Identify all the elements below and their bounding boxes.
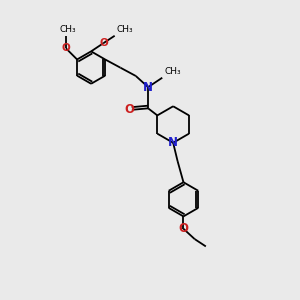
Text: O: O (99, 38, 108, 48)
Text: CH₃: CH₃ (116, 25, 133, 34)
Text: O: O (61, 43, 70, 53)
Text: CH₃: CH₃ (59, 25, 76, 34)
Text: N: N (168, 136, 178, 149)
Text: CH₃: CH₃ (165, 67, 181, 76)
Text: O: O (178, 222, 188, 235)
Text: N: N (143, 81, 153, 94)
Text: O: O (124, 103, 134, 116)
